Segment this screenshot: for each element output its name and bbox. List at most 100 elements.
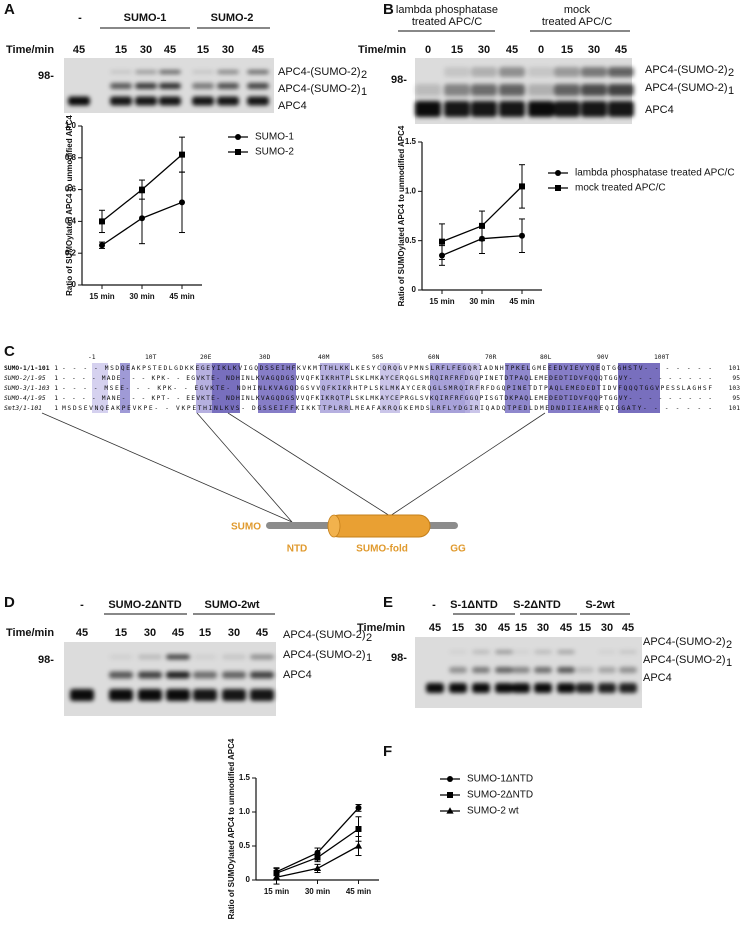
blot-band (193, 671, 217, 679)
sequence: MSDSEVNQEAKPEVKPE- - VKPETHINLKVS- DGSSE… (62, 405, 712, 412)
lane-label: 0 (425, 44, 431, 56)
blot-band (471, 84, 497, 96)
sequence-end: 95 (732, 395, 740, 402)
blot-band (217, 83, 239, 89)
lane-label: 45 (256, 627, 268, 639)
legend-marker (447, 792, 453, 798)
band-label-subscript: 2 (361, 69, 367, 81)
y-axis-label: Ratio of SUMOylated APC4 to unmodified A… (65, 115, 74, 296)
blot-band (193, 689, 217, 701)
connector (196, 412, 293, 523)
conservation-shade (430, 363, 470, 413)
blot-band (534, 667, 552, 673)
time-label: Time/min (6, 627, 54, 639)
x-tick-label: 15 min (264, 887, 289, 896)
x-tick-label: 30 min (305, 887, 330, 896)
blot-band (499, 67, 525, 77)
sequence: - - - - MANE- - - KPT- - EEVKTE- NDHINLK… (62, 395, 712, 402)
legend-label: SUMO-2ΔNTD (467, 790, 533, 801)
blot-bands (415, 67, 634, 117)
x-tick-label: 30 min (129, 292, 154, 301)
blot-band (222, 654, 246, 660)
lane-label: 30 (222, 44, 234, 56)
x-tick-label: 45 min (169, 292, 194, 301)
blot-band (166, 654, 190, 660)
blot-band (495, 667, 513, 673)
blot-band (576, 683, 594, 693)
data-point (355, 804, 362, 811)
conservation-shade (196, 363, 212, 413)
legend-label: SUMO-1 (255, 132, 294, 143)
x-tick-label: 15 min (89, 292, 114, 301)
data-point (139, 186, 145, 193)
panel-letter: B (383, 1, 394, 18)
y-tick-label: 0 (246, 875, 251, 884)
band-label: APC4-(SUMO-2) (645, 64, 728, 76)
connector (227, 412, 391, 517)
ruler-label: 20E (200, 354, 212, 361)
blot-band (138, 671, 162, 679)
blot-band (554, 67, 580, 77)
condition-label: lambda phosphatase (396, 4, 498, 16)
panel-letter: F (383, 743, 392, 760)
lane-label: 30 (475, 622, 487, 634)
mw-marker: 98- (391, 74, 407, 86)
data-point (519, 232, 525, 239)
x-tick-label: 15 min (429, 297, 454, 306)
band-label: APC4-(SUMO-2) (283, 629, 366, 641)
sequence-name: SUMO-4/1-95 (4, 395, 46, 402)
band-label: APC4 (645, 104, 674, 116)
y-tick-label: 1.5 (405, 137, 417, 146)
blot-band (138, 689, 162, 701)
lane-label: 30 (228, 627, 240, 639)
band-label-subscript: 2 (728, 67, 734, 79)
blot-band (598, 667, 616, 673)
blot-band (449, 650, 467, 654)
band-label: APC4 (643, 672, 672, 684)
y-tick-label: 1.5 (239, 773, 251, 782)
condition-label: treated APC/C (542, 16, 612, 28)
blot-band (619, 650, 637, 654)
band-label: APC4-(SUMO-2) (283, 649, 366, 661)
conservation-shade (212, 363, 240, 413)
blot-band (557, 650, 575, 654)
blot-band (581, 101, 607, 117)
band-label-subscript: 2 (726, 639, 732, 651)
sequence-name: SUMO-1/1-101 (4, 365, 50, 372)
condition-label: treated APC/C (412, 16, 482, 28)
x-tick-label: 45 min (346, 887, 371, 896)
lane-label: 15 (452, 622, 464, 634)
blot-band (109, 689, 133, 701)
y-tick-label: 1.0 (239, 807, 251, 816)
blot-band (250, 671, 274, 679)
data-point (314, 854, 321, 861)
band-label: APC4-(SUMO-2) (278, 83, 361, 95)
lane-label: 15 (579, 622, 591, 634)
blot-band (247, 83, 269, 89)
lane-label: 15 (515, 622, 527, 634)
blot-band (557, 683, 575, 693)
blot-band (598, 683, 616, 693)
ruler-label: 30D (259, 354, 271, 361)
condition-label: SUMO-1 (124, 12, 167, 24)
time-label: Time/min (357, 622, 405, 634)
y-axis-label: Ratio of SUMOylated APC4 to unmodified A… (397, 125, 406, 306)
lane-label: 45 (252, 44, 264, 56)
legend-marker (447, 776, 453, 782)
band-label-subscript: 1 (361, 86, 367, 98)
blot-band (222, 671, 246, 679)
blot-band (135, 96, 157, 106)
lane-label: 30 (588, 44, 600, 56)
blot-band (247, 96, 269, 106)
legend-marker (446, 807, 454, 814)
lane-label: 45 (622, 622, 634, 634)
data-point (139, 215, 145, 222)
sequence: - - - - MSEE- - - KPK- - EGVKTE- NDHINLK… (62, 385, 712, 392)
blot-band (444, 84, 470, 96)
ruler-label: 60N (428, 354, 440, 361)
y-tick-label: 0.6 (65, 185, 77, 194)
blot-bands (70, 654, 274, 701)
legend-label: SUMO-2 wt (467, 806, 519, 817)
blot-band (444, 101, 470, 117)
data-point (354, 842, 363, 849)
